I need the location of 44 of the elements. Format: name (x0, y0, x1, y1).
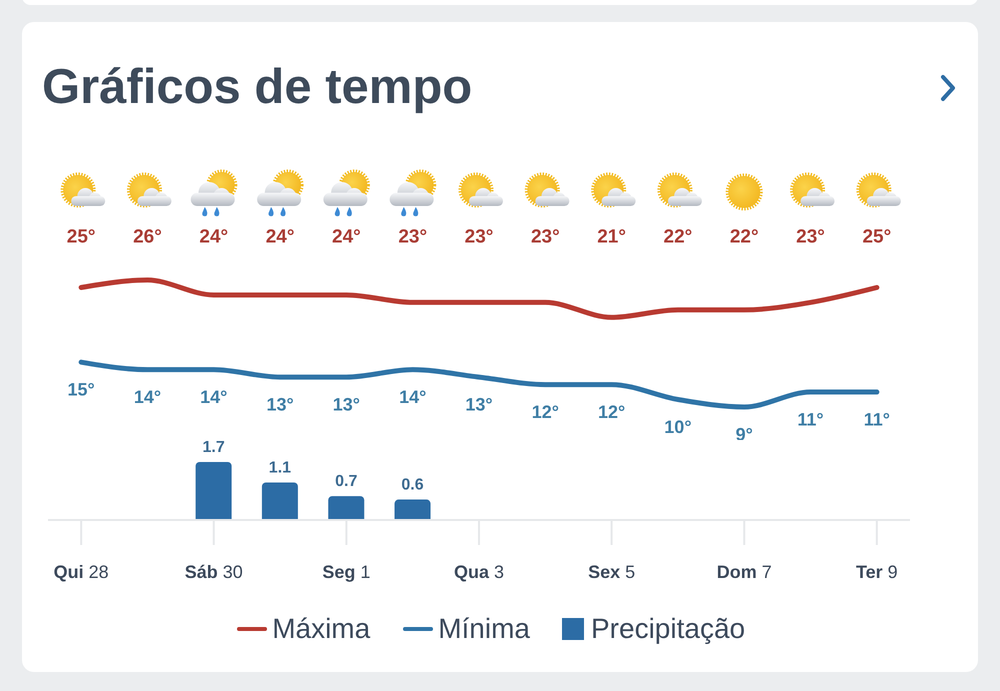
data-label: 14° (200, 386, 228, 407)
x-tick-label: Qua 3 (454, 562, 504, 582)
data-label: 10° (664, 416, 692, 437)
x-tick-label: Qui 28 (54, 562, 109, 582)
data-label: 11° (797, 409, 824, 430)
data-label: 13° (266, 394, 294, 414)
chart-title: Gráficos de tempo (42, 60, 472, 114)
data-label: 14° (134, 386, 162, 407)
data-label: 25° (862, 226, 892, 248)
data-label: 24° (266, 226, 294, 248)
data-label: 22° (730, 226, 759, 248)
x-tick-label: Dom 7 (716, 562, 772, 582)
data-label: 23° (464, 226, 494, 248)
x-tick-label: Seg 1 (322, 562, 370, 582)
data-label: 14° (399, 386, 426, 407)
data-label: 12° (532, 402, 559, 422)
x-tick-label: Sex 5 (588, 562, 636, 582)
data-label: 0.6 (401, 476, 424, 494)
data-label: 25° (66, 226, 96, 248)
x-tick-label: Ter 9 (856, 562, 898, 582)
data-label: 1.1 (268, 459, 292, 476)
x-tick-label: Sáb 30 (184, 562, 243, 582)
bar (262, 482, 298, 520)
data-label: 11° (864, 409, 890, 430)
data-label: 13° (465, 394, 493, 414)
data-label: 12° (598, 402, 626, 422)
data-label: 23° (398, 226, 428, 248)
data-label: 22° (664, 226, 692, 248)
data-label: 23° (796, 226, 825, 248)
data-label: 13° (332, 394, 360, 414)
bar (394, 500, 431, 520)
data-label: 24° (332, 226, 361, 248)
data-label: 24° (199, 226, 228, 248)
bar (328, 496, 364, 520)
legend-label: Mínima (438, 612, 530, 646)
data-label: 1.7 (202, 438, 225, 456)
legend-label: Máxima (272, 612, 370, 646)
legend-label: Precipitação (591, 612, 746, 646)
data-label: 23° (530, 226, 560, 248)
data-label: 0.7 (335, 473, 358, 490)
bar (196, 462, 232, 520)
data-label: 26° (133, 226, 162, 248)
data-label: 15° (68, 379, 95, 400)
data-label: 21° (597, 226, 626, 248)
